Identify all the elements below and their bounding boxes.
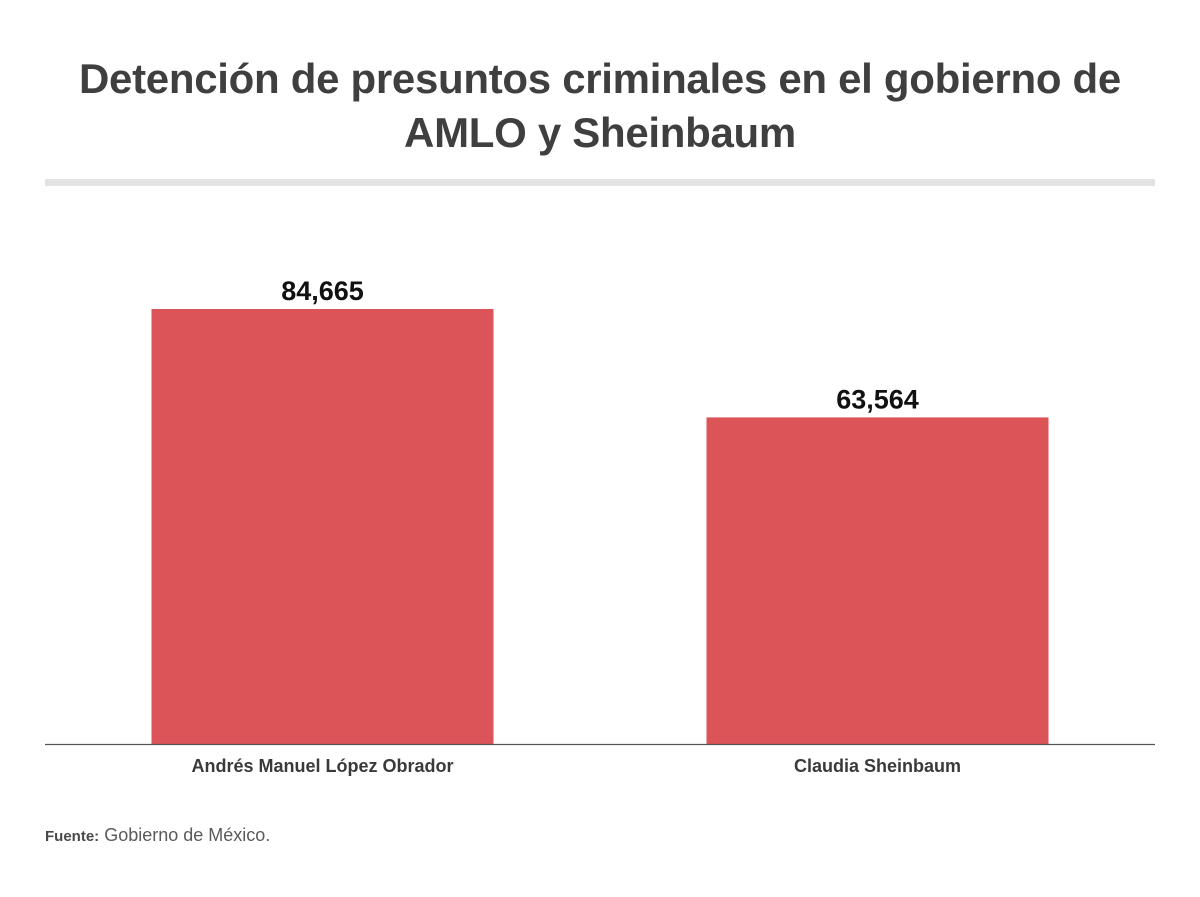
chart-title: Detención de presuntos criminales en el … xyxy=(79,55,1121,156)
data-label-1: 84,665 xyxy=(281,276,364,306)
source-label: Fuente: xyxy=(45,828,100,845)
category-label-1: Andrés Manuel López Obrador xyxy=(191,756,453,776)
source-note: Fuente: Gobierno de México. xyxy=(45,825,270,846)
title-divider xyxy=(45,179,1155,186)
source-text: Gobierno de México. xyxy=(104,825,271,845)
bar-2 xyxy=(706,417,1049,744)
category-label-2: Claudia Sheinbaum xyxy=(794,756,961,776)
data-label-2: 63,564 xyxy=(836,384,919,414)
bar-1 xyxy=(151,309,494,744)
